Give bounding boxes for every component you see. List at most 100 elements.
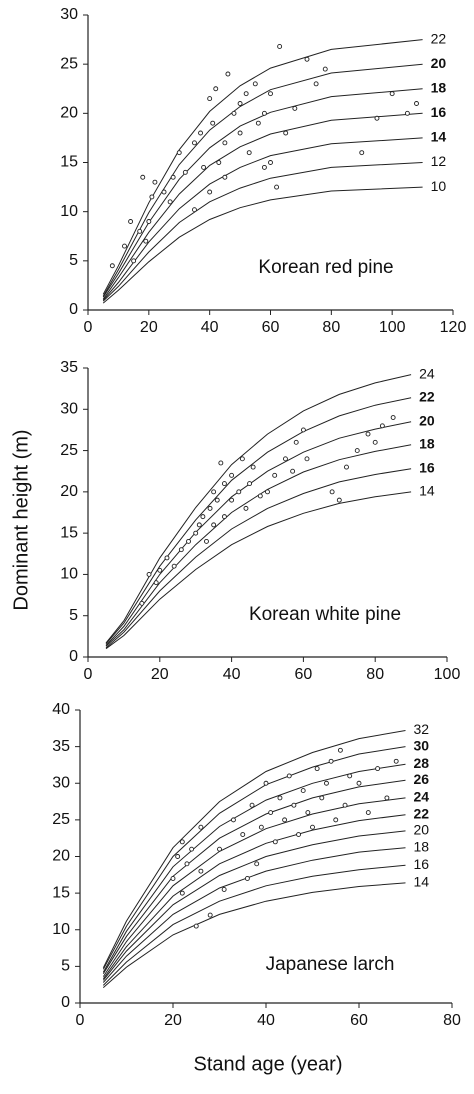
data-point — [222, 140, 228, 146]
site-index-curve — [105, 491, 412, 650]
data-point — [216, 160, 222, 165]
data-point — [176, 150, 182, 156]
data-point — [211, 522, 217, 528]
data-point — [152, 179, 158, 185]
data-point — [290, 468, 296, 474]
y-tick-label: 10 — [60, 203, 78, 220]
data-point — [218, 460, 224, 466]
data-point — [211, 489, 217, 495]
x-tick-label: 0 — [84, 319, 93, 336]
x-tick-label: 0 — [76, 1012, 85, 1029]
data-point — [300, 427, 306, 433]
y-tick-label: 35 — [60, 359, 78, 376]
panel-annotation: Korean red pine — [258, 257, 393, 278]
data-point — [128, 219, 134, 224]
data-point — [179, 839, 185, 845]
site-index-curve — [102, 882, 406, 988]
data-point — [389, 91, 395, 97]
curve-label: 16 — [419, 459, 435, 475]
x-tick-label: 40 — [223, 666, 241, 683]
data-point — [393, 758, 399, 764]
data-point — [186, 538, 191, 544]
data-point — [337, 747, 343, 753]
curve-label: 10 — [431, 178, 447, 194]
data-point — [344, 464, 349, 470]
x-tick-label: 60 — [350, 1012, 368, 1029]
data-point — [175, 854, 181, 859]
data-point — [201, 164, 207, 170]
data-point — [283, 456, 288, 462]
site-index-curve — [102, 137, 423, 301]
x-tick-label: 60 — [262, 319, 280, 336]
curve-label: 14 — [414, 874, 430, 890]
data-point — [222, 174, 228, 180]
data-point — [310, 824, 315, 830]
data-point — [225, 71, 231, 77]
data-point — [384, 795, 390, 801]
panel-annotation: Japanese larch — [266, 954, 395, 975]
data-point — [221, 481, 227, 487]
y-tick-label: 5 — [69, 252, 78, 269]
data-point — [365, 431, 371, 437]
site-index-curve — [102, 779, 406, 974]
curve-label: 20 — [419, 412, 435, 428]
curve-label: 32 — [414, 721, 430, 737]
y-tick-label: 10 — [52, 921, 70, 938]
site-index-curve — [102, 88, 423, 298]
curve-label: 22 — [419, 388, 435, 404]
data-point — [305, 810, 311, 815]
data-point — [374, 115, 380, 121]
data-point — [207, 912, 213, 918]
site-index-curve — [102, 730, 406, 969]
data-point — [243, 505, 249, 511]
y-axis-title: Dominant height (m) — [10, 429, 32, 610]
data-point — [221, 887, 227, 892]
y-tick-label: 30 — [60, 6, 78, 23]
site-index-curve — [102, 63, 423, 297]
data-point — [207, 505, 213, 511]
y-tick-label: 30 — [60, 401, 78, 418]
y-tick-label: 10 — [60, 566, 78, 583]
data-point — [140, 174, 146, 180]
data-point — [214, 497, 220, 503]
data-point — [263, 780, 269, 786]
data-point — [131, 258, 137, 264]
data-point — [375, 766, 381, 772]
data-point — [272, 839, 278, 845]
data-point — [274, 184, 280, 190]
x-tick-label: 100 — [434, 666, 461, 683]
data-point — [146, 219, 152, 224]
y-tick-label: 20 — [52, 848, 70, 865]
site-index-curve — [102, 797, 406, 977]
x-tick-label: 20 — [164, 1012, 182, 1029]
data-point — [304, 456, 310, 462]
x-tick-label: 80 — [322, 319, 340, 336]
data-point — [204, 538, 209, 544]
site-index-curve — [102, 39, 423, 295]
data-point — [240, 832, 246, 837]
x-tick-label: 20 — [140, 319, 158, 336]
data-point — [322, 66, 328, 72]
y-tick-label: 25 — [52, 811, 70, 828]
data-point — [247, 481, 253, 487]
data-point — [296, 832, 301, 837]
data-point — [122, 243, 127, 249]
y-tick-label: 25 — [60, 55, 78, 72]
data-point — [157, 567, 163, 573]
y-tick-label: 25 — [60, 442, 78, 459]
y-tick-label: 15 — [52, 884, 70, 901]
data-point — [143, 238, 149, 244]
curve-label: 28 — [414, 755, 430, 771]
data-point — [404, 110, 410, 116]
curve-label: 16 — [414, 856, 430, 872]
data-point — [255, 120, 261, 126]
y-tick-label: 30 — [52, 774, 70, 791]
data-point — [291, 802, 297, 808]
x-tick-label: 60 — [295, 666, 313, 683]
site-index-curve — [102, 830, 406, 981]
site-index-curve — [105, 468, 412, 649]
y-tick-label: 0 — [69, 301, 78, 318]
curve-label: 20 — [431, 55, 447, 71]
data-point — [239, 456, 245, 462]
data-point — [304, 56, 310, 62]
